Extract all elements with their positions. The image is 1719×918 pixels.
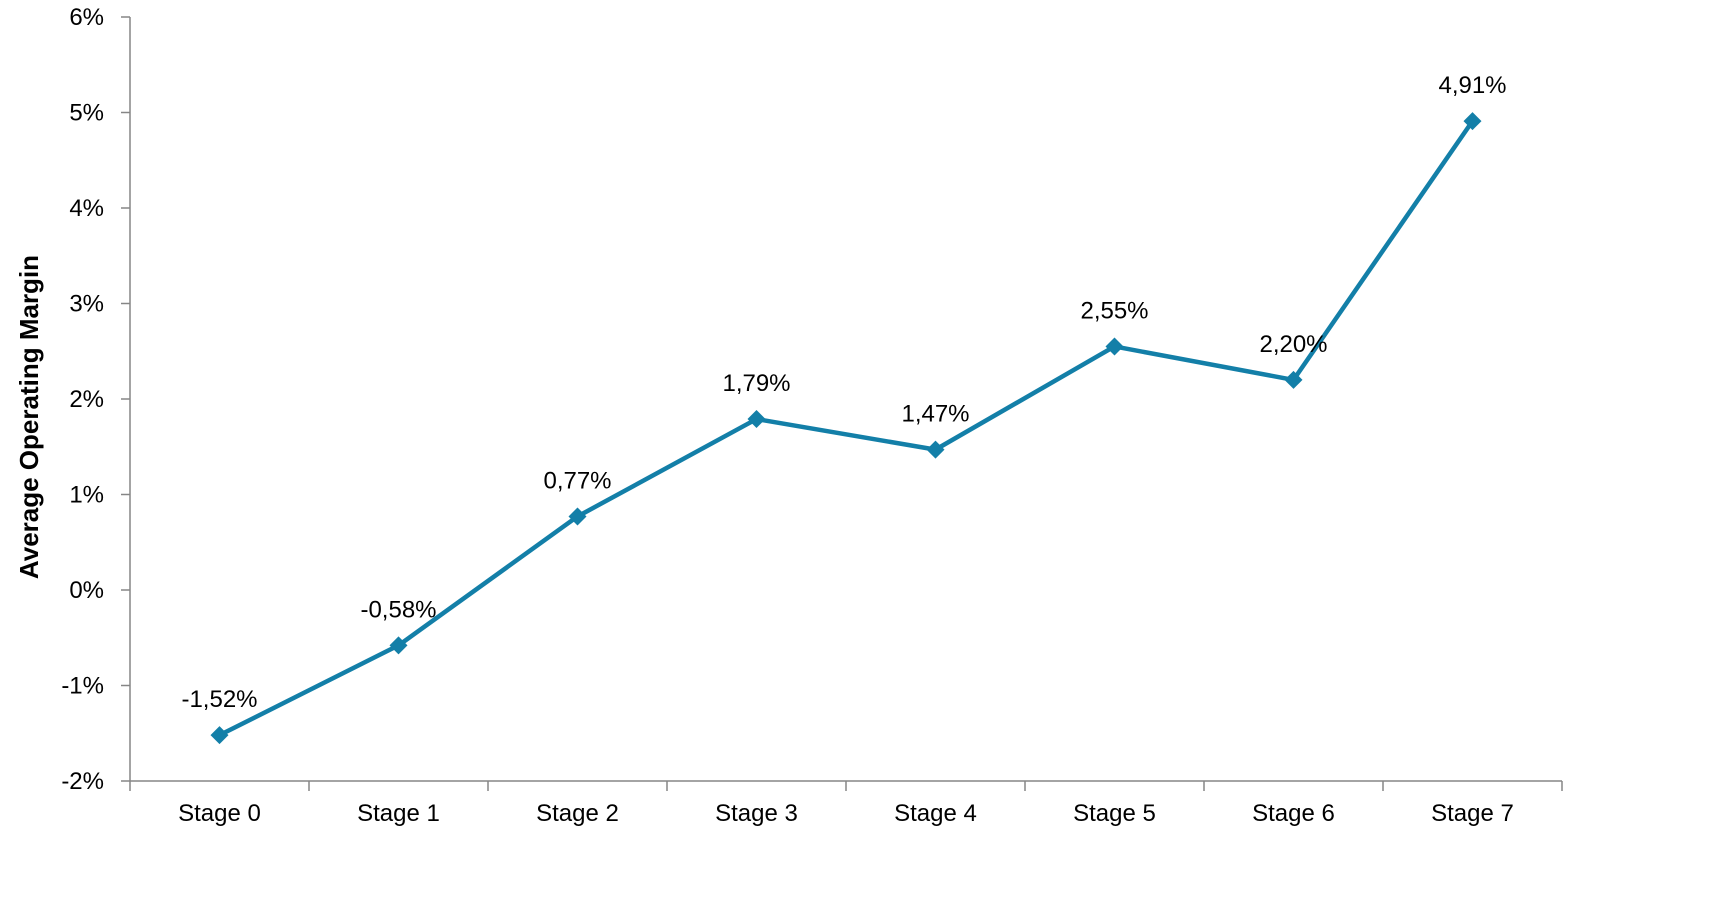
x-tick-label: Stage 4 [894,800,977,827]
data-label: -0,58% [360,596,436,623]
data-label: 2,20% [1259,331,1327,358]
data-point-marker [1284,370,1303,389]
data-label: 2,55% [1080,297,1148,324]
y-tick-label: 6% [69,4,104,31]
x-tick-label: Stage 6 [1252,800,1335,827]
x-tick-label: Stage 2 [536,800,619,827]
data-label: 1,79% [722,370,790,397]
x-tick-label: Stage 5 [1073,800,1156,827]
data-point-marker [1105,337,1124,356]
data-labels: -1,52% -0,58% 0,77% 1,79% 1,47% 2,55% 2,20% 4,9… [181,72,1506,713]
x-tick-label: Stage 7 [1431,800,1514,827]
y-tick-label: 5% [69,100,104,127]
y-tick-label: -2% [61,768,104,795]
y-tick-label: 0% [69,577,104,604]
data-point-marker [1463,112,1482,131]
data-label: -1,52% [181,686,257,713]
y-tick-label: -1% [61,673,104,700]
data-point-marker [747,410,766,429]
series-line [218,119,1475,738]
y-tick-label: 4% [69,195,104,222]
data-label: 1,47% [901,401,969,428]
y-axis-title: Average Operating Margin [14,255,44,579]
axes: -2% -1% 0% 1% 2% 3% 4% 5% 6% Stage 0 Stage 1 Stage … [61,4,1563,827]
x-tick-label: Stage 1 [357,800,440,827]
data-point-marker [926,440,945,459]
y-tick-label: 3% [69,291,104,318]
y-tick-label: 2% [69,386,104,413]
x-tick-label: Stage 3 [715,800,798,827]
y-tick-label: 1% [69,482,104,509]
x-tick-label: Stage 0 [178,800,261,827]
data-point-marker [389,636,408,655]
data-label: 0,77% [543,467,611,494]
data-point-marker [210,726,229,745]
data-label: 4,91% [1438,72,1506,99]
data-point-marker [568,507,587,526]
series-layer [210,112,1482,745]
